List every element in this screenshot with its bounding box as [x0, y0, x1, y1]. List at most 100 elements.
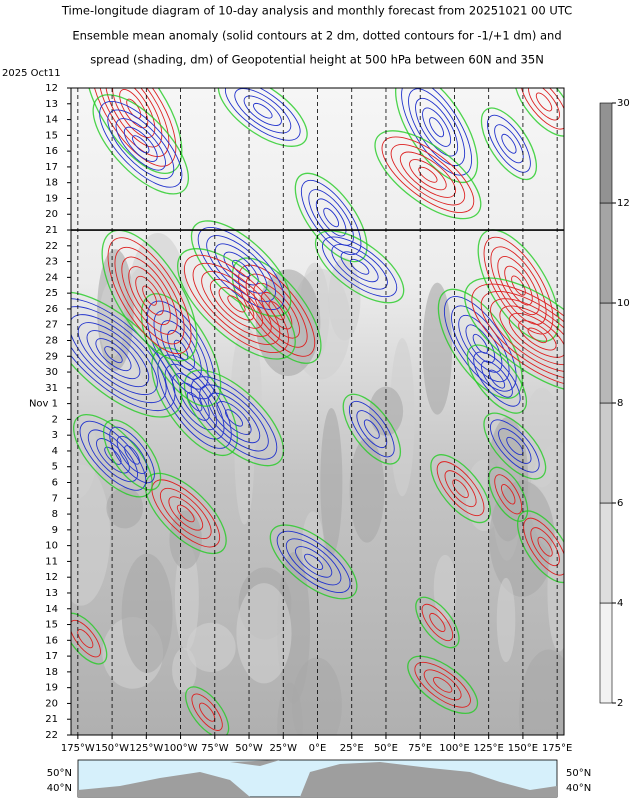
shading-patch: [489, 480, 555, 597]
zero-contour: [464, 277, 564, 394]
shading-patch: [328, 257, 361, 341]
contour: [216, 401, 252, 435]
zero-contour: [437, 288, 523, 399]
contour: [499, 305, 564, 366]
contour: [390, 144, 466, 206]
contour: [151, 479, 220, 548]
y-tick-label: Nov 1: [29, 399, 58, 410]
contour: [223, 251, 259, 286]
contour: [87, 429, 138, 483]
zero-contour: [395, 88, 479, 184]
y-tick-label: 6: [52, 478, 58, 489]
y-tick-label: 30: [45, 367, 58, 378]
contour: [408, 88, 466, 167]
colorbar-label: 12: [617, 198, 630, 209]
y-tick-label: 12: [45, 572, 58, 583]
zero-contour: [103, 419, 162, 491]
contour: [176, 504, 195, 523]
contour: [471, 283, 564, 388]
contour: [99, 100, 183, 188]
x-tick-label: 75°E: [408, 743, 432, 754]
contour: [429, 612, 446, 633]
contour: [323, 207, 340, 228]
y-tick-label: 18: [45, 667, 58, 678]
contour: [348, 400, 395, 458]
y-tick-label: 25: [45, 288, 58, 299]
contour: [71, 314, 158, 396]
title-line: spread (shading, dm) of Geopotential hei…: [90, 53, 544, 67]
zero-contour: [185, 686, 230, 735]
contour: [234, 88, 292, 134]
contour: [527, 327, 548, 344]
y-tick-label: 14: [45, 115, 58, 126]
contour: [465, 324, 496, 364]
zero-contour: [183, 369, 285, 467]
zero-contour: [374, 130, 482, 220]
shading-patch: [277, 552, 310, 704]
y-tick-label: 17: [45, 651, 58, 662]
contour: [429, 117, 445, 138]
contour: [91, 88, 177, 167]
contour: [107, 237, 192, 355]
contour: [432, 676, 453, 693]
x-tick-label: 100°W: [164, 743, 198, 754]
contour: [206, 235, 276, 302]
y-tick-label: 16: [45, 635, 58, 646]
contour: [104, 346, 123, 364]
y-tick-label: 18: [45, 178, 58, 189]
shading-patch: [106, 487, 144, 529]
contour: [490, 298, 564, 373]
contour: [409, 159, 447, 191]
zero-contour: [144, 472, 227, 555]
shading-patch: [186, 622, 236, 672]
contour: [340, 251, 379, 283]
contour: [164, 363, 225, 440]
contour: [104, 446, 122, 465]
y-tick-label: 19: [45, 683, 58, 694]
contour: [160, 320, 202, 380]
land: [78, 772, 250, 797]
contour: [285, 538, 342, 586]
contour: [488, 369, 506, 389]
contour: [95, 338, 132, 372]
contour: [183, 254, 289, 354]
y-tick-label: 4: [52, 446, 58, 457]
colorbar-segment: [599, 302, 613, 404]
contour: [418, 166, 438, 183]
x-tick-label: 0°E: [309, 743, 327, 754]
contour: [304, 553, 324, 570]
contour: [498, 428, 532, 464]
colorbar-label: 30: [617, 98, 630, 109]
contour: [71, 306, 167, 404]
contour: [349, 258, 370, 275]
contour: [225, 88, 301, 141]
contour: [179, 382, 210, 421]
contour: [490, 419, 540, 473]
y-tick-label: 23: [45, 257, 58, 268]
shading-patch: [518, 649, 564, 735]
shading-patch: [422, 282, 453, 415]
title-line: Time-longitude diagram of 10-day analysi…: [61, 4, 572, 18]
x-tick-label: 150°W: [95, 743, 129, 754]
colorbar-label: 10: [617, 298, 630, 309]
zero-contour: [415, 596, 460, 649]
contour: [167, 329, 196, 370]
contour: [480, 290, 564, 380]
contour: [490, 246, 547, 325]
contour: [142, 285, 157, 306]
zero-contour: [513, 88, 564, 137]
contour: [422, 107, 452, 147]
y-tick-label: 14: [45, 604, 58, 615]
contour: [415, 97, 459, 157]
zero-contour: [71, 612, 108, 665]
y-tick-label: 12: [45, 83, 58, 94]
contour: [423, 669, 462, 701]
zero-contour: [190, 220, 292, 317]
contour: [123, 126, 158, 162]
y-tick-label: 28: [45, 335, 58, 346]
contour: [322, 236, 398, 298]
zero-contour: [92, 94, 190, 195]
x-tick-label: 50°W: [235, 743, 263, 754]
contour: [487, 114, 531, 173]
y-tick-label: 21: [45, 225, 58, 236]
